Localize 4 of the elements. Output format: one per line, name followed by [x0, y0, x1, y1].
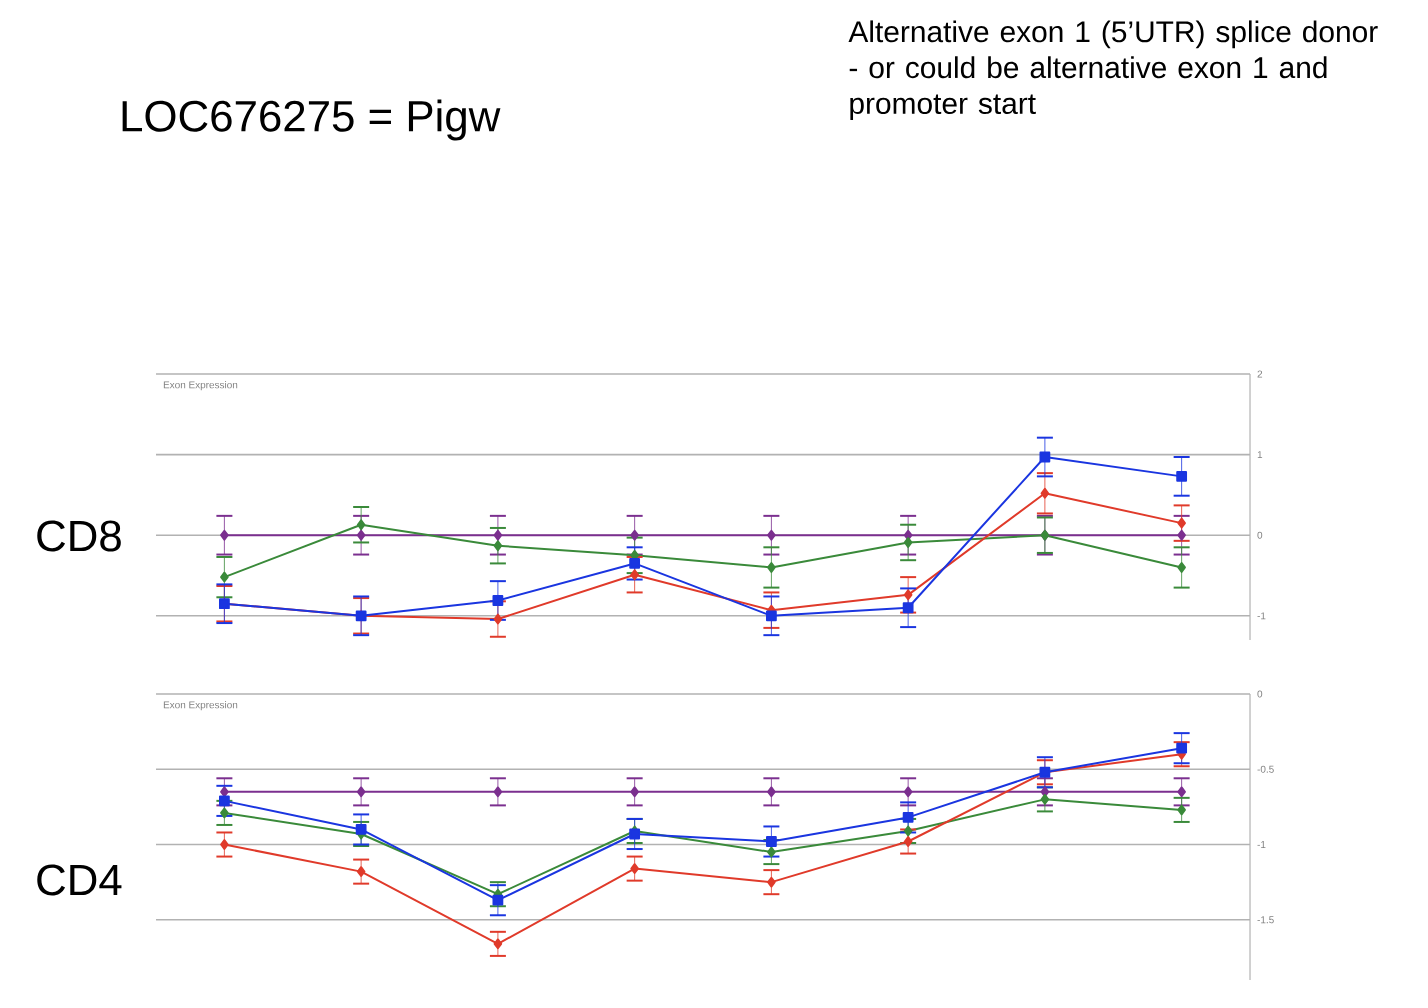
- text: CD8: [37, 520, 121, 552]
- text: Alternative exon 1 (5’UTR) splice donor - or could be alternative exon 1 and promoter start: [848, 20, 1378, 120]
- text: LOC676275 = Pigw: [122, 99, 501, 141]
- text: CD4: [37, 864, 122, 896]
